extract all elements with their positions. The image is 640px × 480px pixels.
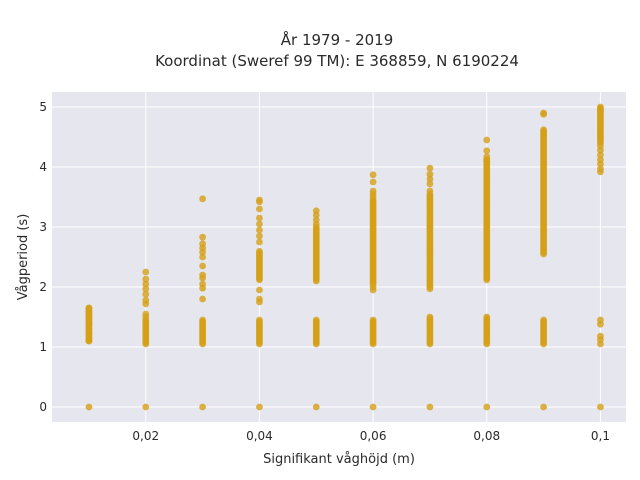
data-point: [199, 240, 207, 248]
x-tick-label: 0,06: [360, 429, 387, 443]
data-point: [256, 247, 263, 255]
data-point: [142, 296, 150, 304]
data-point: [597, 156, 604, 164]
data-point: [597, 165, 604, 173]
data-point: [142, 285, 150, 293]
data-point: [426, 403, 434, 411]
data-point: [426, 175, 434, 183]
data-point: [597, 332, 604, 340]
data-point: [483, 153, 491, 161]
data-point: [369, 316, 377, 324]
data-point: [256, 232, 263, 240]
data-point: [312, 216, 320, 224]
data-point: [312, 316, 320, 324]
data-point: [256, 205, 263, 213]
data-point: [426, 313, 434, 321]
data-point: [369, 171, 377, 179]
x-tick-label: 0,04: [246, 429, 273, 443]
data-point: [256, 196, 263, 204]
data-point: [312, 207, 320, 215]
data-point: [426, 180, 434, 188]
data-point: [312, 403, 320, 411]
data-point: [256, 316, 263, 324]
data-point: [256, 220, 263, 228]
chart-subtitle: Koordinat (Sweref 99 TM): E 368859, N 61…: [155, 52, 519, 70]
data-point: [597, 105, 604, 113]
data-point: [199, 233, 207, 241]
data-point: [426, 164, 434, 172]
data-point: [369, 283, 377, 291]
data-point: [142, 268, 150, 276]
data-point: [199, 316, 207, 324]
data-point: [426, 187, 434, 195]
data-point: [597, 403, 604, 411]
data-point: [540, 109, 547, 117]
data-point: [597, 142, 604, 150]
x-tick-label: 0,02: [132, 429, 159, 443]
data-point: [369, 178, 377, 186]
data-point: [256, 403, 263, 411]
data-points: [85, 103, 604, 411]
data-point: [85, 330, 93, 338]
data-point: [256, 214, 263, 222]
data-point: [199, 262, 207, 270]
data-point: [142, 310, 150, 318]
data-point: [142, 280, 150, 288]
y-axis-ticks: 0 1 2 3 4 5: [39, 100, 47, 414]
data-point: [142, 403, 150, 411]
data-point: [597, 151, 604, 159]
data-point: [369, 403, 377, 411]
y-tick-label: 3: [39, 220, 47, 234]
data-point: [199, 295, 207, 303]
y-axis-label: Vågperiod (s): [16, 214, 31, 301]
data-point: [142, 290, 150, 298]
data-point: [256, 226, 263, 234]
data-point: [540, 316, 547, 324]
y-tick-label: 1: [39, 340, 47, 354]
data-point: [540, 126, 547, 134]
data-point: [199, 403, 207, 411]
data-point: [483, 313, 491, 321]
y-tick-label: 2: [39, 280, 47, 294]
data-point: [597, 316, 604, 324]
data-point: [199, 253, 207, 261]
data-point: [369, 187, 377, 195]
x-axis-ticks: 0,02 0,04 0,06 0,08 0,1: [132, 429, 610, 443]
data-point: [483, 147, 491, 155]
data-point: [483, 403, 491, 411]
plot-area: [52, 92, 626, 422]
data-point: [199, 195, 207, 203]
data-point: [85, 403, 93, 411]
data-point: [256, 286, 263, 294]
data-point: [142, 275, 150, 283]
data-point: [199, 271, 207, 279]
data-point: [199, 280, 207, 288]
data-point: [85, 325, 93, 333]
data-point: [85, 304, 93, 312]
x-tick-label: 0,08: [473, 429, 500, 443]
data-point: [483, 136, 491, 144]
y-tick-label: 5: [39, 100, 47, 114]
data-point: [540, 403, 547, 411]
data-point: [426, 285, 434, 293]
x-axis-label: Signifikant våghöjd (m): [263, 452, 415, 467]
data-point: [426, 170, 434, 178]
x-tick-label: 0,1: [591, 429, 610, 443]
y-tick-label: 0: [39, 400, 47, 414]
chart-title: År 1979 - 2019: [281, 30, 394, 49]
data-point: [256, 238, 263, 246]
y-tick-label: 4: [39, 160, 47, 174]
data-point: [256, 295, 263, 303]
